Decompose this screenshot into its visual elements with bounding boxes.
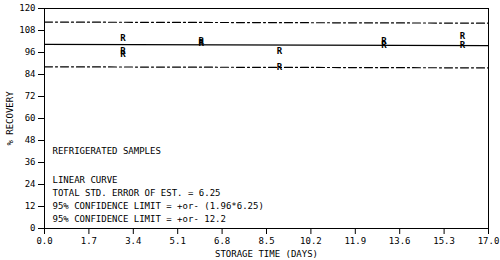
svg-text:13.6: 13.6 — [389, 236, 411, 246]
svg-text:R: R — [120, 33, 126, 43]
svg-text:% RECOVERY: % RECOVERY — [5, 91, 15, 146]
svg-text:84: 84 — [25, 69, 36, 79]
svg-text:REFRIGERATED SAMPLES: REFRIGERATED SAMPLES — [53, 146, 161, 156]
svg-text:R: R — [120, 49, 126, 59]
svg-text:R: R — [459, 40, 466, 50]
svg-text:48: 48 — [25, 135, 36, 145]
svg-text:60: 60 — [25, 113, 36, 123]
svg-text:6.8: 6.8 — [214, 236, 230, 246]
svg-text:36: 36 — [25, 157, 36, 167]
svg-text:24: 24 — [25, 179, 36, 189]
svg-text:96: 96 — [25, 47, 36, 57]
svg-text:3.4: 3.4 — [125, 236, 141, 246]
svg-text:8.5: 8.5 — [258, 236, 274, 246]
svg-text:95% CONFIDENCE LIMIT = +or- (1: 95% CONFIDENCE LIMIT = +or- (1.96*6.25) — [53, 201, 264, 211]
svg-text:10.2: 10.2 — [300, 236, 322, 246]
svg-text:11.9: 11.9 — [344, 236, 366, 246]
svg-text:17.0: 17.0 — [478, 236, 500, 246]
svg-text:0: 0 — [30, 223, 35, 233]
svg-text:0.0: 0.0 — [36, 236, 52, 246]
svg-text:R: R — [459, 30, 466, 41]
svg-text:12: 12 — [25, 201, 36, 211]
svg-text:1.7: 1.7 — [81, 236, 97, 246]
svg-text:108: 108 — [19, 25, 35, 35]
svg-text:R: R — [198, 38, 204, 48]
svg-text:TOTAL STD. ERROR OF EST. = 6.2: TOTAL STD. ERROR OF EST. = 6.25 — [53, 188, 221, 198]
svg-text:120: 120 — [19, 3, 35, 13]
svg-text:R: R — [277, 46, 283, 56]
svg-text:5.1: 5.1 — [170, 236, 186, 246]
svg-text:95% CONFIDENCE LIMIT = +or- 12: 95% CONFIDENCE LIMIT = +or- 12.2 — [53, 214, 226, 224]
svg-text:72: 72 — [25, 91, 36, 101]
svg-text:STORAGE TIME (DAYS): STORAGE TIME (DAYS) — [215, 249, 318, 259]
svg-text:LINEAR CURVE: LINEAR CURVE — [53, 175, 118, 185]
svg-text:15.3: 15.3 — [433, 236, 455, 246]
svg-text:R: R — [276, 62, 283, 72]
